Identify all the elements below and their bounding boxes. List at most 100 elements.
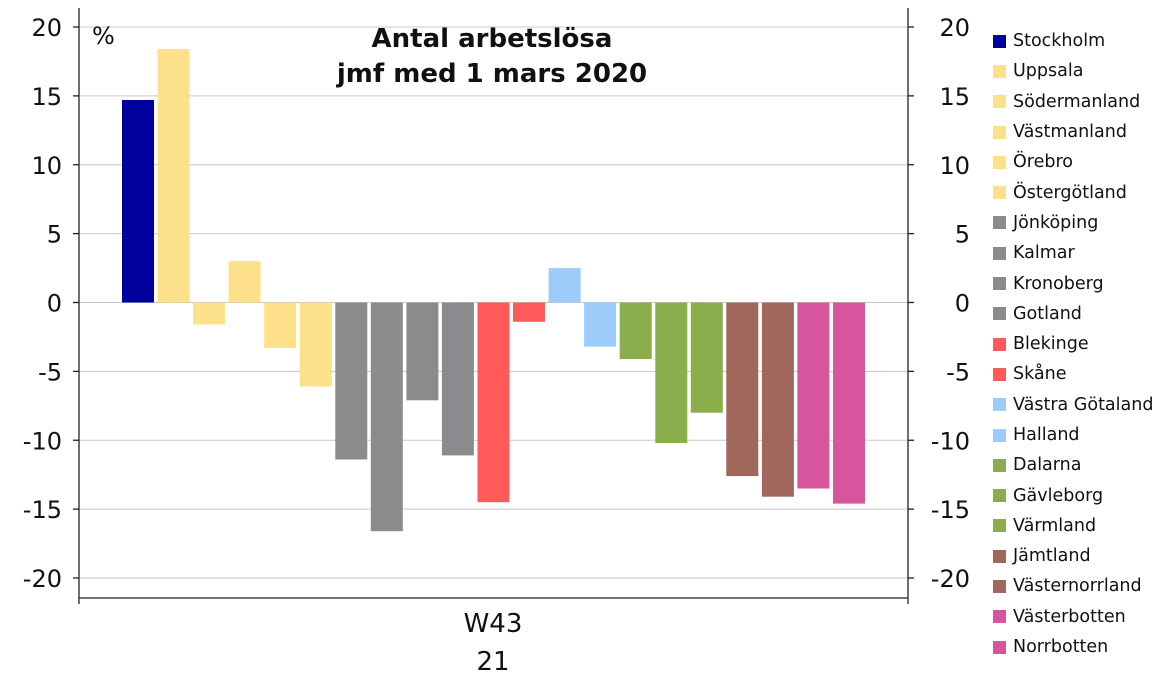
legend-item: Västmanland	[993, 117, 1169, 147]
legend-swatch	[993, 64, 1006, 78]
bar-halland	[584, 302, 617, 347]
y-tick-label-left: -20	[23, 565, 62, 593]
legend-item: Blekinge	[993, 329, 1169, 359]
legend-item: Jämtland	[993, 541, 1169, 571]
legend-swatch	[993, 398, 1006, 412]
bars	[122, 49, 865, 532]
legend-item: Skåne	[993, 359, 1169, 389]
y-tick-label-left: 5	[47, 221, 62, 249]
legend-label: Gotland	[1013, 303, 1082, 324]
bar-västernorrland	[761, 302, 794, 497]
legend-swatch	[993, 125, 1006, 139]
legend-label: Stockholm	[1013, 31, 1106, 52]
legend-label: Södermanland	[1013, 91, 1141, 112]
bar-norrbotten	[833, 302, 865, 504]
bar-gävleborg	[655, 302, 688, 443]
y-tick-label-left: 15	[31, 83, 62, 111]
legend-item: Södermanland	[993, 87, 1169, 117]
bar-jämtland	[726, 302, 759, 477]
bar-stockholm	[122, 100, 154, 303]
legend-label: Jämtland	[1013, 546, 1091, 567]
legend-label: Västernorrland	[1013, 576, 1142, 597]
bar-södermanland	[193, 302, 226, 325]
legend-swatch	[993, 246, 1006, 260]
legend-swatch	[993, 155, 1006, 169]
y-tick-label-right: 0	[955, 290, 970, 318]
legend-item: Örebro	[993, 147, 1169, 177]
legend-item: Kronoberg	[993, 268, 1169, 298]
legend-swatch	[993, 337, 1006, 351]
legend-label: Halland	[1013, 425, 1080, 445]
y-ticks-right: 20 15 10 5 0 -5 -10 -15 -20	[908, 14, 970, 593]
legend-swatch	[993, 216, 1006, 230]
y-tick-label-right: 5	[955, 221, 970, 249]
legend-label: Västra Götaland	[1013, 394, 1154, 415]
y-tick-label-right: 10	[939, 152, 970, 180]
x-tick-sublabel: 21	[476, 647, 509, 675]
legend-swatch	[993, 95, 1006, 109]
bar-värmland	[690, 302, 723, 413]
legend-swatch	[993, 367, 1006, 381]
legend-label: Örebro	[1013, 152, 1073, 173]
legend-item: Kalmar	[993, 238, 1169, 268]
legend-label: Östergötland	[1013, 182, 1127, 203]
bar-västmanland	[228, 261, 261, 303]
y-tick-label-left: 0	[47, 290, 62, 318]
legend-swatch	[993, 640, 1006, 654]
bar-uppsala	[157, 49, 190, 303]
bar-gotland	[441, 302, 474, 456]
legend-label: Uppsala	[1013, 61, 1084, 82]
legend-swatch	[993, 519, 1006, 533]
legend-swatch	[993, 277, 1006, 291]
legend-item: Västernorrland	[993, 571, 1169, 601]
legend-label: Värmland	[1013, 515, 1097, 536]
legend-swatch	[993, 549, 1006, 563]
legend-swatch	[993, 610, 1006, 624]
y-tick-label-left: 20	[31, 14, 62, 42]
legend-item: Gävleborg	[993, 480, 1169, 510]
legend-item: Jönköping	[993, 208, 1169, 238]
legend-label: Västmanland	[1013, 122, 1127, 143]
legend-item: Dalarna	[993, 450, 1169, 480]
legend-label: Västerbotten	[1013, 606, 1126, 627]
legend: Stockholm Uppsala Södermanland Västmanland Ö…	[993, 26, 1169, 662]
legend-swatch	[993, 307, 1006, 321]
bar-skåne	[513, 302, 545, 322]
bar-östergötland	[299, 302, 332, 387]
legend-item: Halland	[993, 420, 1169, 450]
legend-label: Norrbotten	[1013, 637, 1109, 658]
legend-label: Gävleborg	[1013, 485, 1104, 506]
legend-label: Blekinge	[1013, 334, 1089, 355]
legend-item: Östergötland	[993, 177, 1169, 207]
y-tick-label-right: -5	[946, 358, 970, 386]
chart-subtitle: jmf med 1 mars 2020	[336, 59, 647, 89]
y-ticks-left: 20 15 10 5 0 -5 -10 -15 -20	[23, 14, 79, 593]
bar-kronoberg	[406, 302, 439, 401]
legend-item: Stockholm	[993, 26, 1169, 56]
y-tick-label-left: -5	[38, 358, 62, 386]
y-tick-label-right: -10	[931, 427, 970, 455]
bar-jönköping	[335, 302, 368, 460]
legend-swatch	[993, 428, 1006, 442]
y-tick-label-left: -10	[23, 427, 62, 455]
legend-item: Uppsala	[993, 56, 1169, 86]
legend-swatch	[993, 579, 1006, 593]
legend-item: Gotland	[993, 299, 1169, 329]
legend-swatch	[993, 186, 1006, 200]
y-tick-label-right: -20	[931, 565, 970, 593]
bar-västra-götaland	[548, 268, 581, 303]
x-tick-label: W43	[464, 609, 523, 639]
bar-örebro	[264, 302, 297, 348]
legend-label: Kronoberg	[1013, 273, 1104, 294]
chart-title: Antal arbetslösa	[372, 24, 613, 54]
y-tick-label-right: -15	[931, 496, 970, 524]
unit-label: %	[92, 22, 115, 50]
y-tick-label-left: -15	[23, 496, 62, 524]
legend-item: Västra Götaland	[993, 390, 1169, 420]
legend-label: Dalarna	[1013, 455, 1082, 476]
y-tick-label-right: 15	[939, 83, 970, 111]
bar-västerbotten	[797, 302, 830, 489]
legend-swatch	[993, 34, 1006, 48]
legend-swatch	[993, 489, 1006, 503]
